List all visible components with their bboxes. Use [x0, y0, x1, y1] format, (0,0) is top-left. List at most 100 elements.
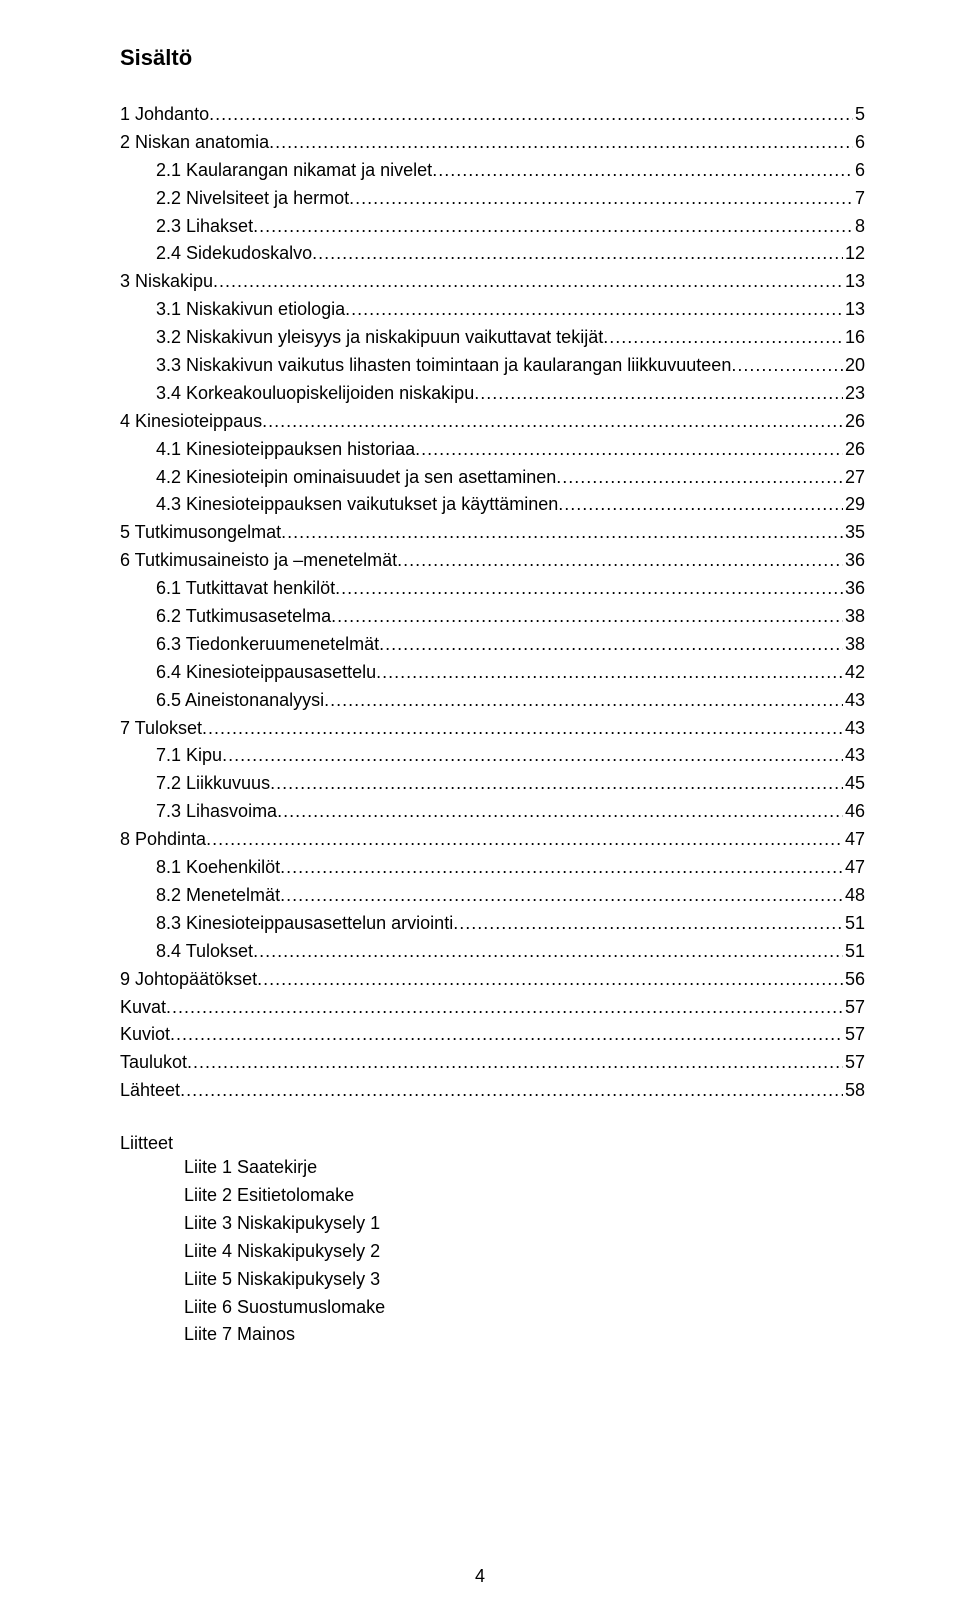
toc-entry-label: 3.1 Niskakivun etiologia: [156, 296, 345, 324]
toc-entry-label: 6.1 Tutkittavat henkilöt: [156, 575, 335, 603]
toc-entry-page: 20: [843, 352, 865, 380]
toc-entry-page: 47: [843, 854, 865, 882]
toc-leader: [270, 770, 843, 798]
toc-entry: 3.1 Niskakivun etiologia 13: [120, 296, 865, 324]
toc-entry-page: 8: [853, 213, 865, 241]
toc-entry-label: 7.1 Kipu: [156, 742, 222, 770]
toc-entry-page: 26: [843, 408, 865, 436]
toc-entry: 9 Johtopäätökset 56: [120, 966, 865, 994]
toc-leader: [170, 1021, 843, 1049]
toc-leader: [312, 240, 843, 268]
toc-entry-page: 45: [843, 770, 865, 798]
toc-entry-page: 13: [843, 296, 865, 324]
toc-entry-label: 8.1 Koehenkilöt: [156, 854, 280, 882]
toc-entry: 6.3 Tiedonkeruumenetelmät38: [120, 631, 865, 659]
toc-entry-label: 8.3 Kinesioteippausasettelun arviointi: [156, 910, 453, 938]
toc-entry-label: 3.4 Korkeakouluopiskelijoiden niskakipu: [156, 380, 474, 408]
toc-entry-label: 6.5 Aineistonanalyysi: [156, 687, 324, 715]
toc-entry: 2.2 Nivelsiteet ja hermot7: [120, 185, 865, 213]
toc-entry-page: 26: [843, 436, 865, 464]
toc-leader: [556, 464, 843, 492]
toc-entry-page: 23: [843, 380, 865, 408]
toc-entry-page: 38: [843, 603, 865, 631]
toc-entry-page: 29: [843, 491, 865, 519]
toc-entry-page: 48: [843, 882, 865, 910]
toc-entry-page: 43: [843, 742, 865, 770]
toc-entry-label: 8 Pohdinta: [120, 826, 206, 854]
toc-leader: [253, 938, 843, 966]
toc-leader: [731, 352, 843, 380]
toc-entry: 4 Kinesioteippaus26: [120, 408, 865, 436]
toc-leader: [453, 910, 843, 938]
toc-leader: [213, 268, 843, 296]
toc-entry-page: 7: [853, 185, 865, 213]
toc-entry-page: 57: [843, 1049, 865, 1077]
toc-entry-label: Lähteet: [120, 1077, 180, 1105]
attachment-item: Liite 2 Esitietolomake: [120, 1182, 865, 1210]
toc-entry-page: 42: [843, 659, 865, 687]
page-title: Sisältö: [120, 45, 865, 71]
toc-entry: 7 Tulokset43: [120, 715, 865, 743]
toc-leader: [474, 380, 843, 408]
toc-entry: 8.3 Kinesioteippausasettelun arviointi 51: [120, 910, 865, 938]
toc-entry-label: 6.4 Kinesioteippausasettelu: [156, 659, 376, 687]
toc-entry-label: 7 Tulokset: [120, 715, 202, 743]
toc-entry-label: 3.2 Niskakivun yleisyys ja niskakipuun v…: [156, 324, 603, 352]
toc-leader: [558, 491, 843, 519]
toc-entry-page: 16: [843, 324, 865, 352]
toc-entry: 2 Niskan anatomia6: [120, 129, 865, 157]
toc-entry: 2.3 Lihakset8: [120, 213, 865, 241]
attachment-item: Liite 3 Niskakipukysely 1: [120, 1210, 865, 1238]
toc-entry: 8.4 Tulokset 51: [120, 938, 865, 966]
toc-leader: [269, 129, 853, 157]
toc-entry: 4.1 Kinesioteippauksen historiaa26: [120, 436, 865, 464]
toc-entry: 2.1 Kaularangan nikamat ja nivelet 6: [120, 157, 865, 185]
toc-entry-label: 5 Tutkimusongelmat: [120, 519, 281, 547]
toc-entry: 6.2 Tutkimusasetelma38: [120, 603, 865, 631]
toc-entry: 7.2 Liikkuvuus45: [120, 770, 865, 798]
toc-entry-page: 51: [843, 910, 865, 938]
toc-leader: [432, 157, 853, 185]
toc-leader: [345, 296, 843, 324]
toc-leader: [262, 408, 843, 436]
toc-leader: [187, 1049, 843, 1077]
toc-leader: [281, 519, 843, 547]
toc-entry-label: Kuviot: [120, 1021, 170, 1049]
toc-entry-label: 7.3 Lihasvoima: [156, 798, 277, 826]
toc-leader: [349, 185, 853, 213]
toc-entry: 3.3 Niskakivun vaikutus lihasten toimint…: [120, 352, 865, 380]
toc-leader: [222, 742, 843, 770]
toc-leader: [180, 1077, 843, 1105]
toc-leader: [280, 882, 843, 910]
toc-entry: Lähteet58: [120, 1077, 865, 1105]
toc-entry-page: 56: [843, 966, 865, 994]
attachment-item: Liite 1 Saatekirje: [120, 1154, 865, 1182]
toc-leader: [257, 966, 843, 994]
toc-entry: Taulukot57: [120, 1049, 865, 1077]
toc-entry-page: 57: [843, 994, 865, 1022]
toc-leader: [206, 826, 843, 854]
toc-leader: [376, 659, 843, 687]
toc-entry-label: 8.4 Tulokset: [156, 938, 253, 966]
toc-entry: 7.3 Lihasvoima 46: [120, 798, 865, 826]
toc-entry-page: 36: [843, 575, 865, 603]
toc-entry: 6 Tutkimusaineisto ja –menetelmät36: [120, 547, 865, 575]
attachment-item: Liite 4 Niskakipukysely 2: [120, 1238, 865, 1266]
toc-entry: 5 Tutkimusongelmat35: [120, 519, 865, 547]
toc-entry-label: 2.1 Kaularangan nikamat ja nivelet: [156, 157, 432, 185]
toc-leader: [253, 213, 853, 241]
toc-entry-label: 9 Johtopäätökset: [120, 966, 257, 994]
toc-leader: [166, 994, 843, 1022]
toc-entry-page: 5: [853, 101, 865, 129]
toc-entry-page: 57: [843, 1021, 865, 1049]
toc-entry: 8 Pohdinta 47: [120, 826, 865, 854]
toc-entry-page: 47: [843, 826, 865, 854]
toc-entry: 6.1 Tutkittavat henkilöt 36: [120, 575, 865, 603]
toc-leader: [415, 436, 843, 464]
toc-entry-page: 6: [853, 157, 865, 185]
toc-entry-label: Kuvat: [120, 994, 166, 1022]
toc-entry-page: 36: [843, 547, 865, 575]
toc-entry-page: 51: [843, 938, 865, 966]
toc-entry-page: 46: [843, 798, 865, 826]
document-page: Sisältö 1 Johdanto52 Niskan anatomia62.1…: [0, 0, 960, 1617]
